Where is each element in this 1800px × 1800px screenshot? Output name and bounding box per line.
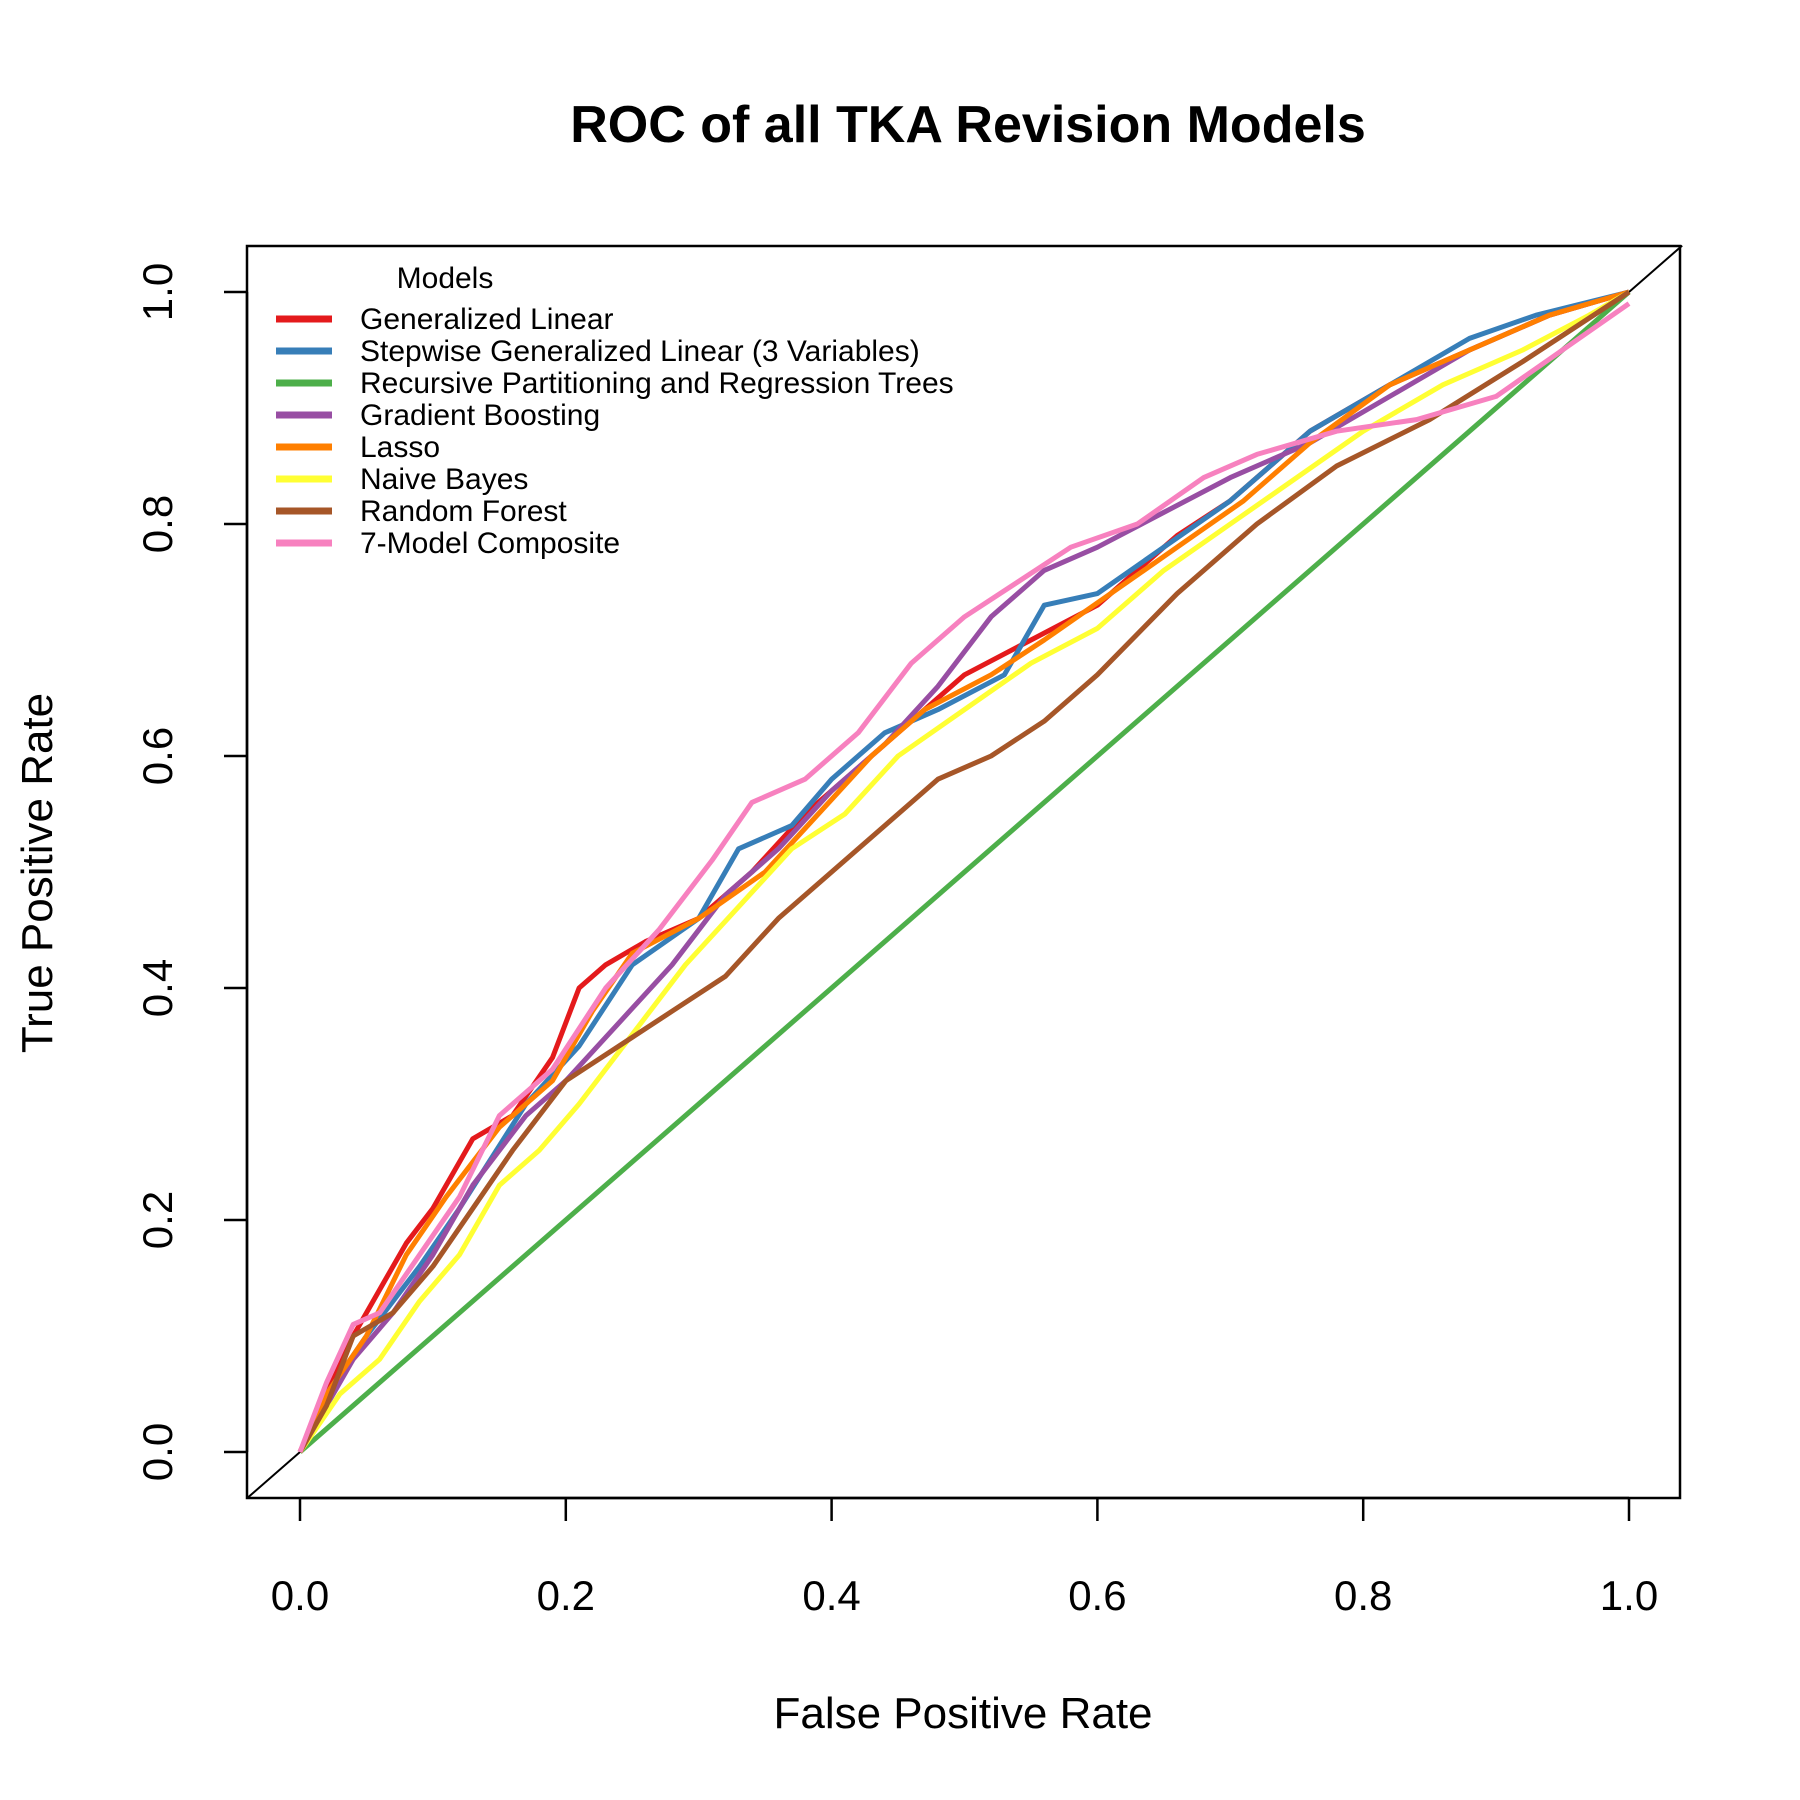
x-axis: 0.0 0.2 0.4 0.6 0.8 1.0 [271,1496,1658,1619]
series-line-3 [298,290,1631,1454]
y-axis: 0.0 0.2 0.4 0.6 0.8 1.0 [134,263,249,1481]
series-line-6 [297,289,1631,1454]
x-tick-label: 0.2 [537,1572,595,1619]
y-tick-label: 0.0 [134,1423,181,1481]
series-layer [297,289,1631,1454]
x-tick-label: 0.4 [802,1572,860,1619]
legend-label-5: Lasso [360,431,440,464]
y-tick-label: 0.6 [134,727,181,785]
y-tick-label: 0.2 [134,1191,181,1249]
y-tick-label: 0.8 [134,495,181,553]
x-tick-label: 0.0 [271,1572,329,1619]
y-axis-label: True Positive Rate [13,693,62,1053]
legend-label-3: Recursive Partitioning and Regression Tr… [360,367,954,400]
x-tick-label: 0.6 [1068,1572,1126,1619]
y-tick-label: 1.0 [134,263,181,321]
x-tick-label: 1.0 [1600,1572,1658,1619]
series-line-8 [297,301,1631,1453]
legend-label-6: Naive Bayes [360,463,528,496]
legend-label-2: Stepwise Generalized Linear (3 Variables… [360,335,920,368]
chart-title: ROC of all TKA Revision Models [570,96,1366,154]
legend-title: Models [397,262,494,295]
legend-label-8: 7-Model Composite [360,527,620,560]
y-tick-label: 0.4 [134,959,181,1017]
legend-label-1: Generalized Linear [360,303,614,336]
x-tick-label: 0.8 [1334,1572,1392,1619]
legend-label-4: Gradient Boosting [360,399,600,432]
series-line-7 [297,289,1631,1454]
x-axis-label: False Positive Rate [773,1689,1152,1738]
legend-label-7: Random Forest [360,495,567,528]
